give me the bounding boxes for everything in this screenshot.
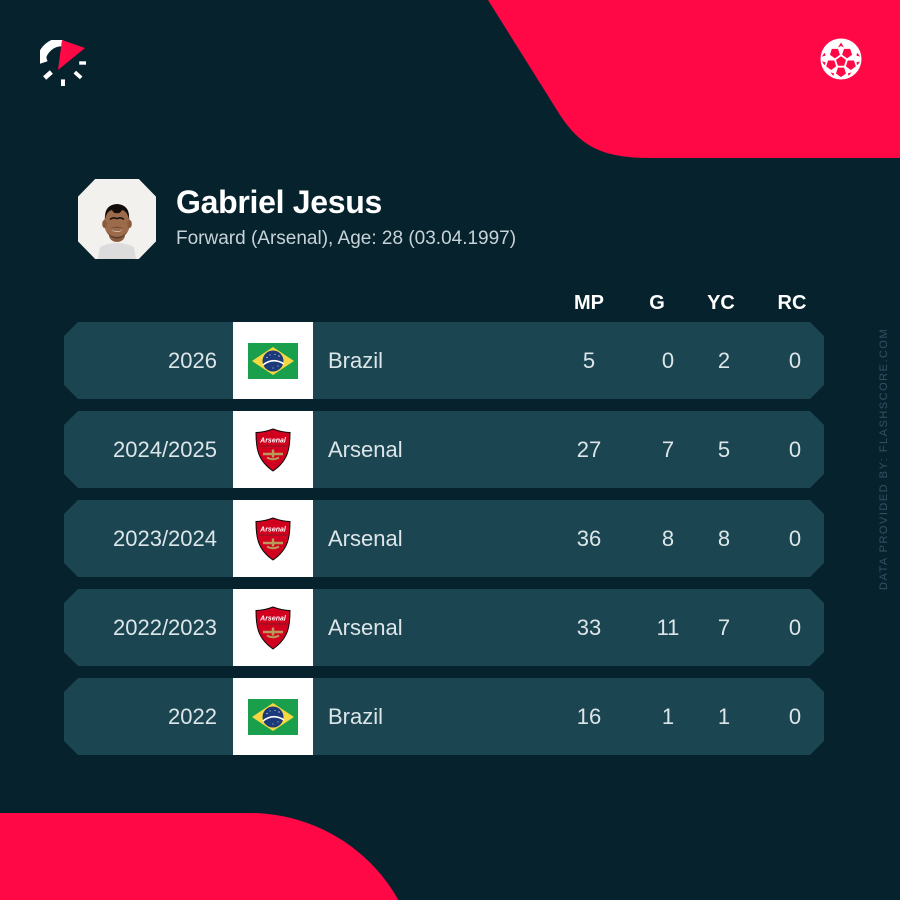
svg-text:Arsenal: Arsenal	[259, 437, 287, 444]
svg-text:Arsenal: Arsenal	[259, 615, 287, 622]
svg-text:Arsenal: Arsenal	[259, 526, 287, 533]
